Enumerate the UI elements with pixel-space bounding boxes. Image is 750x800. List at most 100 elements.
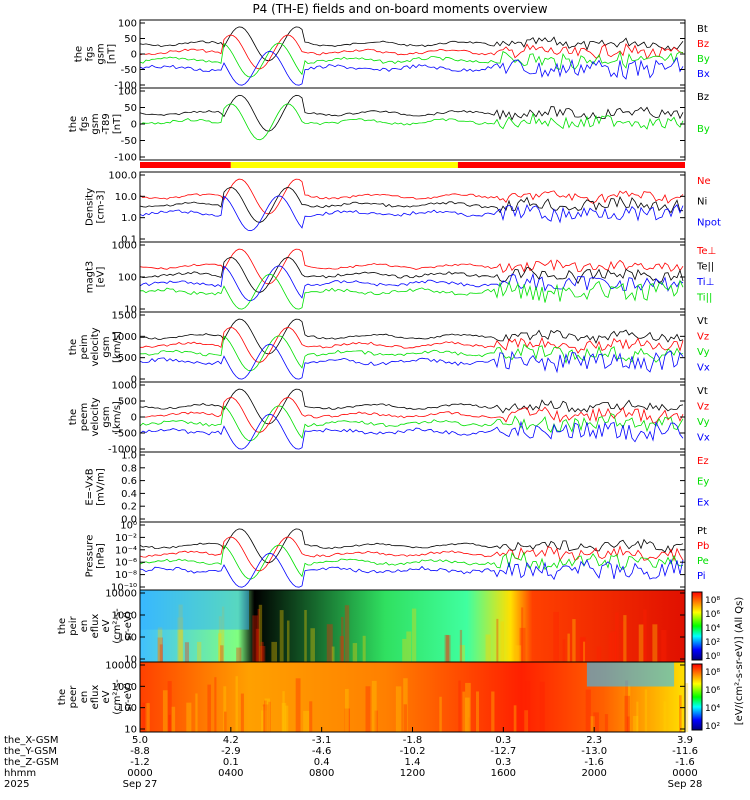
y-tick-label: 100.0 <box>108 171 137 182</box>
y-tick-label: 10⁻¹⁰ <box>111 583 137 594</box>
trace-Pe <box>139 544 684 580</box>
y-tick-label: 0 <box>131 375 137 386</box>
trace-Vx <box>139 413 684 450</box>
colorbars: 10⁸ 10⁶ 10⁴ 10² 10⁰ 10⁸ 10⁶ 10⁴ 10² [eV/(cm²-s-sr… <box>691 591 745 732</box>
x-tick-label: 0800 <box>309 768 334 779</box>
y-tick-label: 0.8 <box>121 463 137 474</box>
y-tick-label: 0.2 <box>121 502 137 513</box>
y-tick-label: 0.0 <box>121 515 137 526</box>
y-axis-label: en <box>79 620 90 633</box>
y-axis-label: peir <box>68 615 79 635</box>
y-tick-label: 1000 <box>112 682 137 693</box>
colorbar-tick: 10⁰ <box>705 652 720 662</box>
trace-Vz <box>140 397 684 433</box>
mode-segment <box>230 162 458 168</box>
x-row-label: 2025 <box>4 779 29 790</box>
x-tick-label: 4.2 <box>223 735 239 746</box>
x-tick-label: 2000 <box>581 768 606 779</box>
panel-frame <box>139 451 686 523</box>
legend-entry: Pe <box>697 556 709 567</box>
x-tick-label: -12.7 <box>490 746 516 757</box>
y-tick-label: 100 <box>118 703 137 714</box>
x-tick-label: -2.9 <box>221 746 241 757</box>
y-tick-label: 1.0 <box>121 451 137 462</box>
y-axis-label: E=-VxB <box>85 468 96 505</box>
y-tick-label: 0 <box>131 50 137 61</box>
colorbar <box>691 591 703 661</box>
y-axis-label: velocity <box>90 397 101 436</box>
y-axis-label: eV <box>101 690 112 703</box>
y-axis-label: gsm <box>90 113 101 134</box>
y-axis-label: fgs <box>79 116 90 131</box>
legend-entry: Ti|| <box>696 293 712 304</box>
trace-Vy <box>140 335 684 372</box>
trace-Bx <box>139 50 684 86</box>
legend-entry: Bx <box>697 69 710 80</box>
y-axis-label: eV <box>101 619 112 632</box>
panel-frame <box>139 241 686 313</box>
legend-entry: Vy <box>697 347 710 358</box>
y-tick-label: 1000 <box>112 332 137 343</box>
trace-Pi <box>139 552 684 588</box>
x-tick-label: -3.1 <box>312 735 332 746</box>
trace-Ne <box>139 178 684 215</box>
x-tick-label: -13.0 <box>581 746 607 757</box>
legend-entry: Vx <box>697 363 710 374</box>
x-tick-label: 0.4 <box>314 757 330 768</box>
legend-entry: Vz <box>697 402 709 413</box>
legend-entry: Vx <box>697 433 710 444</box>
y-axis-label: the <box>68 116 79 132</box>
x-tick-label: 0000 <box>127 768 152 779</box>
y-tick-label: 10⁻⁴ <box>115 545 137 556</box>
legend-entry: Ey <box>697 477 709 488</box>
y-tick-label: 50 <box>124 103 137 114</box>
x-tick-label: 0.3 <box>495 757 511 768</box>
panel-density: 100.0 10.0 1.0 0.1 Density [cm-3] Ne Ni Npot <box>85 171 721 246</box>
date-label: Sep 28 <box>668 779 703 790</box>
y-axis-label: peim <box>79 334 90 359</box>
y-tick-label: 1.0 <box>121 213 137 224</box>
y-axis-label: Density <box>85 188 96 226</box>
panel-efield: 1.00.8 0.6 0.4 0.2 0.0 E=-VxB [mV/m] Ez Ey Ex <box>85 451 710 526</box>
legend-entry: Ex <box>697 497 709 508</box>
x-tick-label: -4.6 <box>312 746 332 757</box>
legend-entry: Bz <box>697 39 709 50</box>
mode-bar <box>140 162 685 168</box>
y-tick-label: 10000 <box>105 661 137 672</box>
legend-entry: Te⊥ <box>696 246 716 257</box>
trace-Ti|| <box>139 273 684 310</box>
trace-Ni <box>139 187 683 223</box>
panel-fgs-gsm-dif: 100 50 0 -50 -100 the fgs gsm -T89 [nT] Bz By <box>68 87 710 164</box>
y-axis-label: velocity <box>90 327 101 366</box>
y-axis-label: the <box>57 689 68 705</box>
y-tick-label: 10⁰ <box>120 521 137 532</box>
date-label: Sep 27 <box>123 779 158 790</box>
legend-entry: Pt <box>697 526 707 537</box>
x-tick-label: -8.8 <box>130 746 150 757</box>
panel-peim-velocity: 1500 1000 500 0 the peim velocity gsm [km/s] Vt Vz… <box>68 311 710 386</box>
x-tick-label: 1.4 <box>405 757 421 768</box>
y-tick-label: -500 <box>114 429 137 440</box>
y-tick-label: 0 <box>131 120 137 131</box>
trace-Te|| <box>139 257 684 293</box>
y-axis-label: (cm²-s- <box>112 608 123 644</box>
x-tick-label: 5.0 <box>132 735 148 746</box>
panel-temperature: 1000 100 10 magt3 [eV] Te⊥ Te|| Ti⊥ Ti|| <box>85 241 717 316</box>
x-row-label: the_Y-GSM <box>4 746 57 757</box>
trace-Npot <box>139 195 684 232</box>
trace-Pb <box>139 536 684 572</box>
trace-Ti⊥ <box>139 265 684 302</box>
y-tick-label: -1000 <box>108 445 137 456</box>
y-axis-label: gsm <box>101 336 112 357</box>
trace-By <box>139 103 684 141</box>
colorbar-tick: 10² <box>705 638 720 648</box>
y-tick-label: 500 <box>118 397 137 408</box>
y-axis-label: [nPa] <box>96 543 107 569</box>
colorbar-tick: 10⁶ <box>705 686 720 696</box>
x-tick-label: 1200 <box>400 768 425 779</box>
figure-title: P4 (TH-E) fields and on-board moments ov… <box>252 2 547 16</box>
colorbar-tick: 10⁸ <box>705 596 720 606</box>
y-tick-label: 0.6 <box>121 476 137 487</box>
panel-frame <box>139 87 686 161</box>
